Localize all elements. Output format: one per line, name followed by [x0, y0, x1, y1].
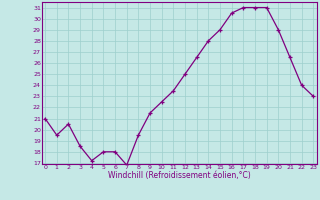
X-axis label: Windchill (Refroidissement éolien,°C): Windchill (Refroidissement éolien,°C)	[108, 171, 251, 180]
